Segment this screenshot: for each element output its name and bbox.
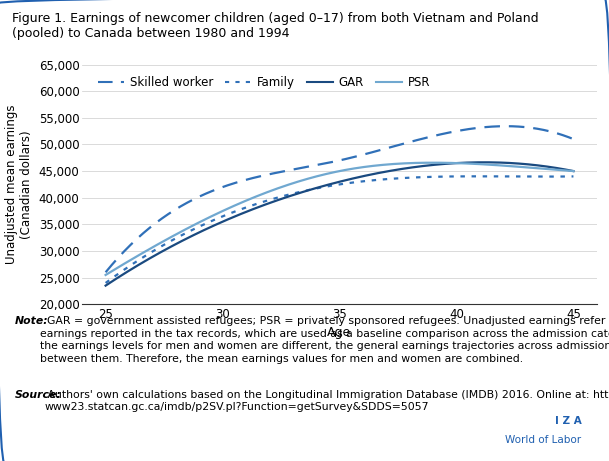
Y-axis label: Unadjusted mean earnings
(Canadian dollars): Unadjusted mean earnings (Canadian dolla… (5, 105, 33, 264)
Text: Note:: Note: (15, 316, 49, 326)
Text: I Z A: I Z A (555, 416, 582, 426)
Text: Authors' own calculations based on the Longitudinal Immigration Database (IMDB) : Authors' own calculations based on the L… (44, 390, 609, 412)
Legend: Skilled worker, Family, GAR, PSR: Skilled worker, Family, GAR, PSR (93, 71, 435, 94)
Text: GAR = government assisted refugees; PSR = privately sponsored refugees. Unadjust: GAR = government assisted refugees; PSR … (40, 316, 609, 364)
X-axis label: Age: Age (328, 325, 351, 338)
Text: World of Labor: World of Labor (505, 435, 582, 445)
Text: Source:: Source: (15, 390, 62, 400)
Text: Figure 1. Earnings of newcomer children (aged 0–17) from both Vietnam and Poland: Figure 1. Earnings of newcomer children … (12, 12, 539, 40)
